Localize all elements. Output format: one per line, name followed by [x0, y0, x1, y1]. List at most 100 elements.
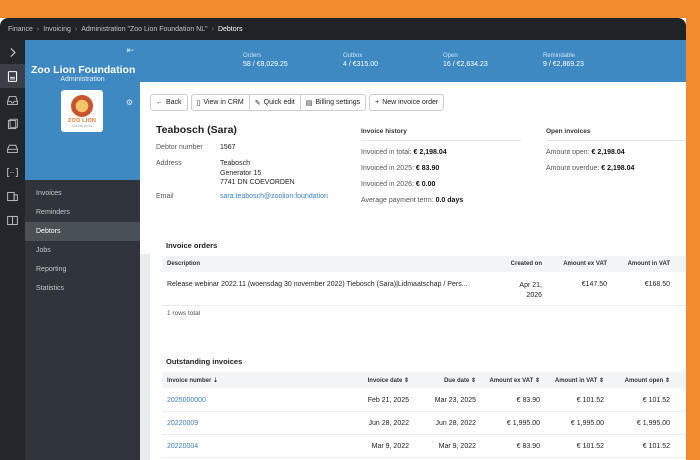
sidebar-item-reminders[interactable]: Reminders	[36, 209, 70, 216]
file-settings-icon: ▤	[305, 99, 313, 107]
breadcrumb-separator: ›	[211, 25, 214, 33]
book-icon	[7, 215, 18, 225]
logo-text: ZOO LION	[67, 117, 97, 124]
amount-open: Amount open: € 2,198.04	[546, 149, 625, 156]
sidebar-item-jobs[interactable]: Jobs	[36, 247, 51, 254]
table-row[interactable]: 20220004 Mar 9, 2022 Mar 9, 2022 € 83.90…	[162, 435, 686, 458]
amount-ex-vat: € 83.90	[516, 443, 540, 450]
invoice-history-title: Invoice history	[361, 128, 407, 135]
rail-code[interactable]	[0, 160, 25, 184]
amount-in-vat: € 101.52	[576, 443, 604, 450]
billing-settings-button[interactable]: ▤ Billing settings	[299, 94, 367, 111]
order-created-on: Apr 21, 2026	[482, 281, 542, 300]
column-header[interactable]: Invoice number ⇣	[167, 378, 219, 384]
address-line: 7741 DN COEVORDEN	[220, 179, 295, 186]
invoice-date: Jun 28, 2022	[368, 420, 409, 427]
breadcrumb-separator: ›	[36, 25, 40, 33]
sidebar-item-reporting[interactable]: Reporting	[36, 266, 67, 273]
chevron-down-icon: ▼	[138, 68, 141, 75]
breadcrumb-finance[interactable]: Finance	[8, 25, 33, 33]
collapse-sidebar-icon[interactable]: ⇤	[126, 45, 134, 55]
view-in-crm-label: View in CRM	[203, 99, 244, 106]
sidebar-item-invoices[interactable]: Invoices	[36, 190, 62, 197]
amount-open: € 101.52	[642, 397, 670, 404]
amount-open-value: € 2,198.04	[591, 149, 625, 156]
breadcrumb-administration[interactable]: Administration "Zoo Lion Foundation NL"	[81, 25, 208, 33]
column-header[interactable]: Due date ⇕	[443, 378, 476, 384]
invoiced-total-label: Invoiced in total:	[361, 149, 412, 156]
due-date: Jun 28, 2022	[435, 420, 476, 427]
breadcrumb-current: Debtors	[217, 25, 243, 33]
org-switcher[interactable]: Zoo Lion Foundation ▼	[31, 64, 141, 76]
invoice-number-link[interactable]: 20220009	[167, 420, 199, 427]
inbox-icon	[7, 95, 18, 105]
email-label: Email	[156, 193, 174, 200]
column-header[interactable]: Created on	[510, 261, 542, 267]
address-value: Teabosch Generator 15 7741 DN COEVORDEN	[220, 159, 295, 188]
contact-card-icon: ▯	[196, 99, 201, 107]
column-header[interactable]: Amount in VAT ⇕	[554, 378, 604, 384]
amount-in-vat: € 1,995.00	[570, 420, 604, 427]
invoice-date: Feb 21, 2025	[367, 397, 409, 404]
column-header[interactable]: Invoice date ⇕	[367, 378, 409, 384]
invoiced-2025-label: Invoiced in 2025:	[361, 165, 414, 172]
amount-open: € 1,995.00	[636, 420, 670, 427]
invoice-number-link[interactable]: 20220004	[167, 443, 199, 450]
invoiced-2026-value: € 0.00	[415, 181, 436, 188]
sidebar: ⇤ Zoo Lion Foundation ▼ Administration Z…	[25, 40, 141, 460]
invoice-orders-title: Invoice orders	[166, 241, 218, 250]
invoice-date: Mar 9, 2022	[371, 443, 409, 450]
column-header[interactable]: Amount open ⇕	[624, 378, 670, 384]
invoice-orders-card: Invoice orders Description Created on Am…	[150, 230, 686, 364]
column-header[interactable]: Amount ex VAT ⇕	[489, 378, 540, 384]
sidebar-item-statistics[interactable]: Statistics	[36, 285, 65, 292]
stat-value: 16 / €2,634.23	[443, 61, 488, 68]
amount-overdue-value: € 2,198.04	[601, 165, 635, 172]
address-label: Address	[156, 160, 182, 167]
order-created-date: Apr 21,	[519, 282, 542, 289]
rail-ledger[interactable]	[0, 184, 25, 208]
quick-edit-label: Quick edit	[263, 99, 295, 106]
column-header[interactable]: Amount in VAT	[627, 261, 670, 267]
column-header[interactable]: Amount ex VAT	[563, 261, 607, 267]
sidebar-nav: Invoices Reminders Debtors Jobs Reportin…	[25, 180, 140, 298]
debtor-number-value: 1567	[220, 144, 236, 151]
logo-subtext: FOUNDATION	[72, 123, 92, 128]
invoice-number-link[interactable]: 2025000000	[167, 397, 206, 404]
email-link[interactable]: sara.teabosch@zoolion.foundation	[220, 193, 328, 200]
table-row[interactable]: 2025000000 Feb 21, 2025 Mar 23, 2025 € 8…	[162, 389, 686, 412]
rail-upload[interactable]	[0, 136, 25, 160]
arrow-left-icon: ←	[156, 99, 163, 106]
column-header[interactable]: Description	[167, 261, 201, 267]
order-description: Release webinar 2022.11 (woensdag 30 nov…	[167, 281, 468, 288]
rail-receipts[interactable]	[0, 112, 25, 136]
rail-books[interactable]	[0, 208, 25, 232]
back-button[interactable]: ← Back	[150, 94, 188, 111]
average-payment-term: Average payment term: 0.0 days	[361, 197, 463, 204]
org-name: Zoo Lion Foundation	[31, 64, 136, 76]
stat-remindable[interactable]: Remindable 9 / €2,869.23	[543, 40, 643, 82]
average-payment-term-label: Average payment term:	[361, 197, 434, 204]
breadcrumb-invoicing[interactable]: Invoicing	[43, 25, 71, 33]
table-row[interactable]: 20220009 Jun 28, 2022 Jun 28, 2022 € 1,9…	[162, 412, 686, 435]
sidebar-item-debtors[interactable]: Debtors	[25, 222, 140, 241]
amount-overdue-label: Amount overdue:	[546, 165, 600, 172]
lion-logo-icon	[71, 94, 93, 117]
rail-inbox[interactable]	[0, 88, 25, 112]
invoiced-2025: Invoiced in 2025: € 83.90	[361, 165, 439, 172]
stat-open[interactable]: Open 16 / €2,634.23	[443, 40, 543, 82]
view-in-crm-button[interactable]: ▯ View in CRM	[190, 94, 250, 111]
gear-icon[interactable]: ⚙	[125, 98, 133, 107]
new-invoice-order-button[interactable]: + New invoice order	[369, 94, 445, 111]
stat-orders[interactable]: Orders 58 / €8,029.25	[243, 40, 343, 82]
quick-edit-button[interactable]: ✎ Quick edit	[248, 94, 301, 111]
divider	[546, 140, 686, 141]
expand-rail-button[interactable]	[0, 40, 25, 64]
amount-open: € 101.52	[642, 443, 670, 450]
plus-icon: +	[375, 99, 380, 106]
stat-outbox[interactable]: Outbox 4 / €315.00	[343, 40, 443, 82]
table-row[interactable]: Release webinar 2022.11 (woensdag 30 nov…	[162, 276, 686, 306]
stat-value: 4 / €315.00	[343, 61, 379, 68]
rail-invoicing[interactable]	[0, 64, 25, 88]
debtor-details-panel: ← Back ▯ View in CRM ✎ Quick edit ▤ Bill…	[140, 82, 686, 254]
